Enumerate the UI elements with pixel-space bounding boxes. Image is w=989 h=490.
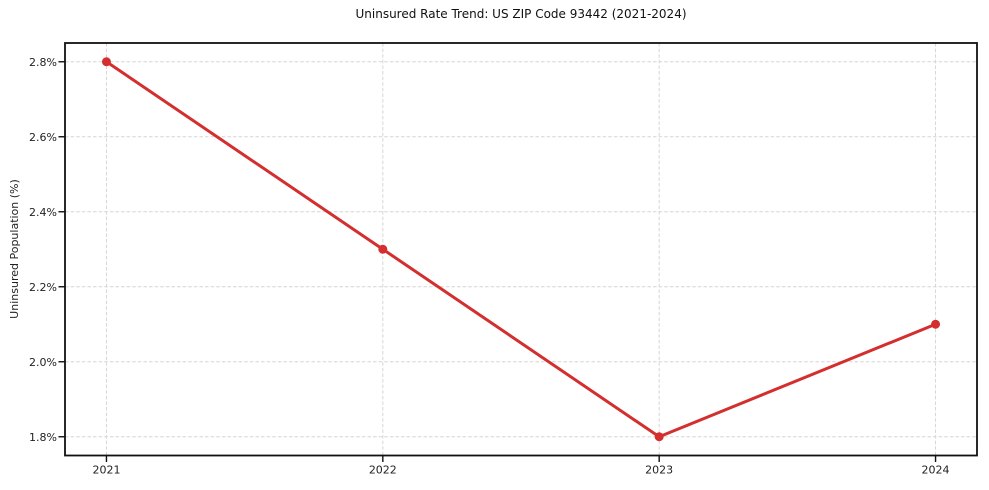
trend-line — [105, 60, 937, 439]
data-point — [654, 432, 664, 442]
x-tick-label: 2024 — [922, 464, 950, 477]
x-tick-label: 2021 — [92, 464, 120, 477]
axis-border — [64, 42, 978, 457]
y-tick-label: 2.2% — [29, 281, 57, 294]
y-tick-label: 2.0% — [29, 356, 57, 369]
data-point — [378, 244, 388, 254]
chart-title: Uninsured Rate Trend: US ZIP Code 93442 … — [355, 7, 687, 21]
data-point — [931, 319, 941, 329]
y-tick-label: 2.6% — [29, 131, 57, 144]
data-point — [101, 57, 111, 67]
y-tick-label: 2.4% — [29, 206, 57, 219]
x-tick-label: 2023 — [645, 464, 673, 477]
y-tick-label: 2.8% — [29, 56, 57, 69]
x-tick-label: 2022 — [369, 464, 397, 477]
y-tick-label: 1.8% — [29, 431, 57, 444]
